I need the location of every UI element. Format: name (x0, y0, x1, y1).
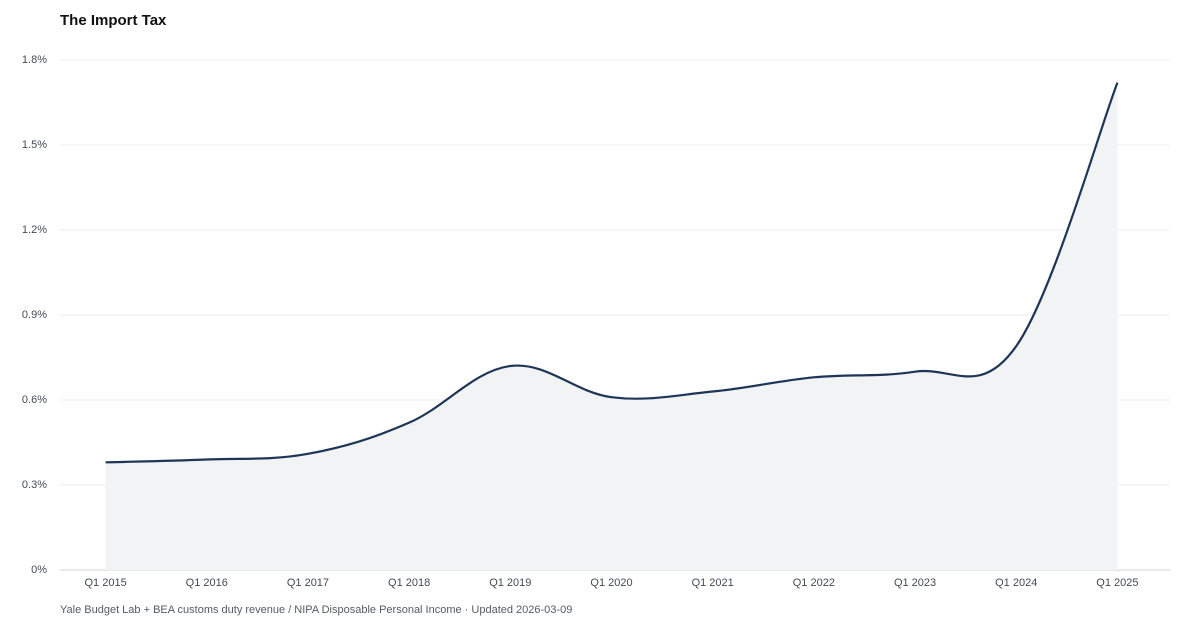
x-tick-label: Q1 2018 (388, 577, 430, 589)
x-tick-label: Q1 2017 (287, 577, 329, 589)
x-tick-label: Q1 2020 (590, 577, 632, 589)
x-tick-label: Q1 2015 (84, 577, 126, 589)
y-tick-label: 0% (31, 564, 47, 576)
x-tick-label: Q1 2023 (894, 577, 936, 589)
y-tick-label: 0.6% (22, 394, 47, 406)
source-note: Yale Budget Lab + BEA customs duty reven… (60, 604, 572, 616)
y-tick-label: 1.5% (22, 139, 47, 151)
y-tick-label: 0.3% (22, 479, 47, 491)
x-tick-label: Q1 2025 (1096, 577, 1138, 589)
y-tick-label: 1.8% (22, 54, 47, 66)
x-tick-label: Q1 2016 (186, 577, 228, 589)
x-tick-label: Q1 2021 (692, 577, 734, 589)
x-tick-label: Q1 2024 (995, 577, 1037, 589)
area (105, 82, 1118, 571)
chart-title: The Import Tax (60, 12, 167, 29)
y-tick-label: 1.2% (22, 224, 47, 236)
y-tick-label: 0.9% (22, 309, 47, 321)
x-tick-label: Q1 2019 (489, 577, 531, 589)
x-tick-label: Q1 2022 (793, 577, 835, 589)
line (105, 82, 1119, 464)
